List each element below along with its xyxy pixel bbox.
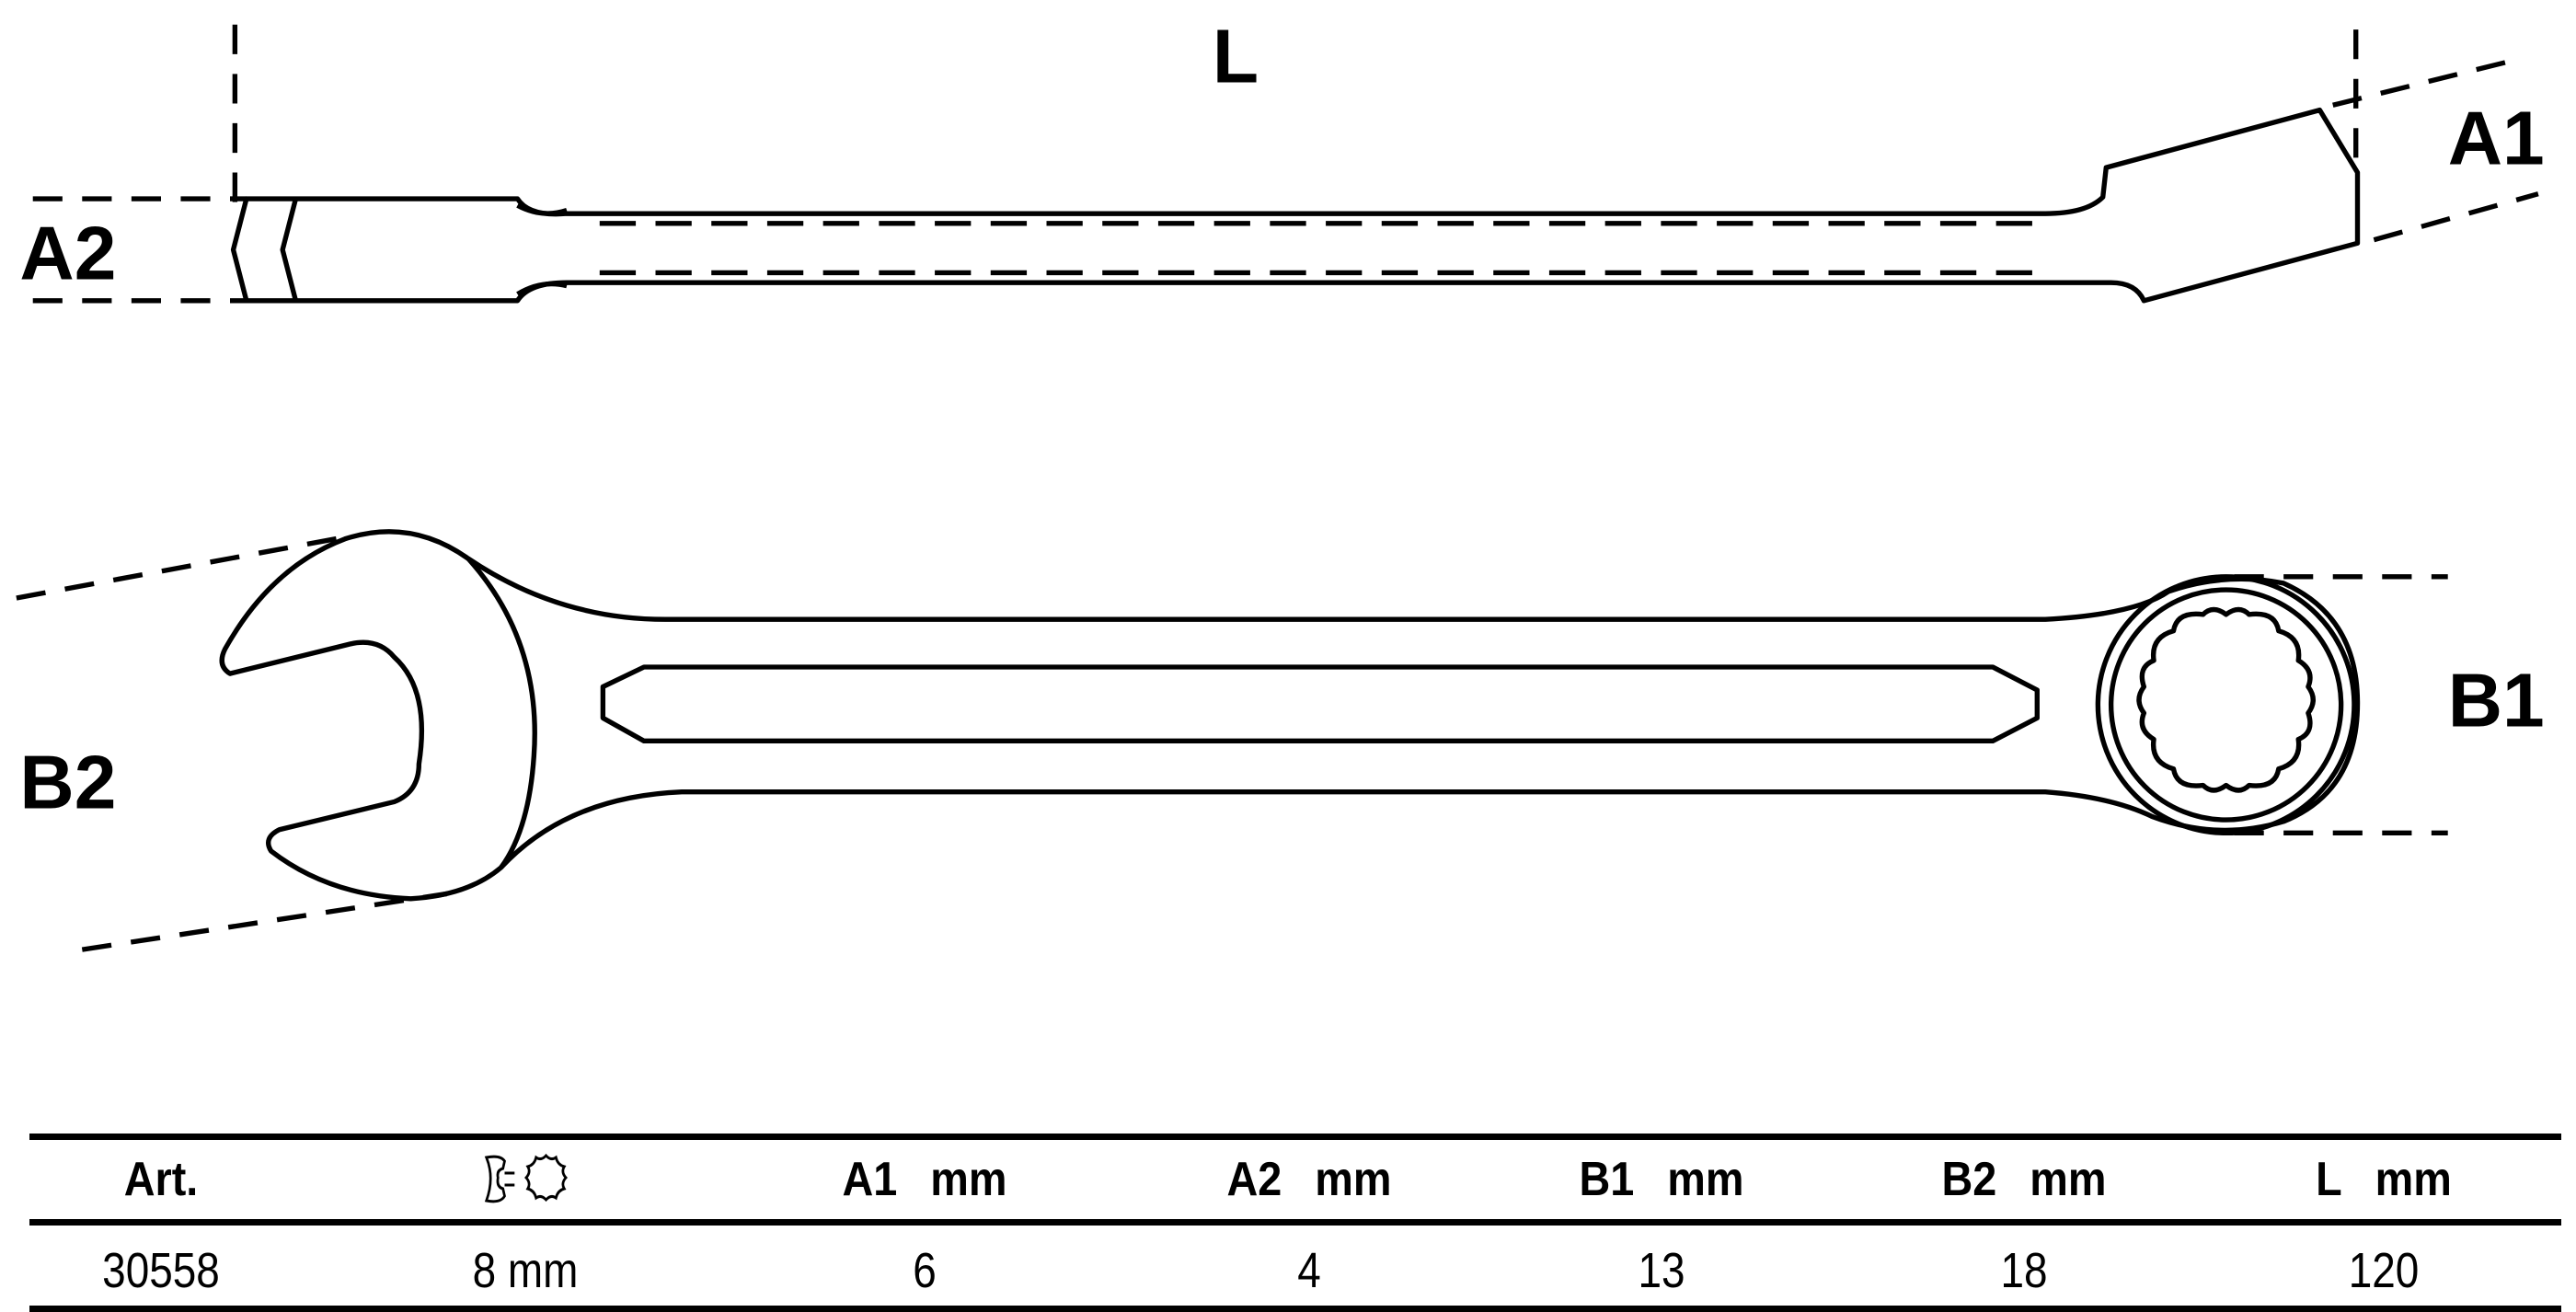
table-bottom-rule xyxy=(29,1306,2561,1312)
cell-a2: 4 xyxy=(1297,1243,1321,1298)
cell-b2: 18 xyxy=(2000,1243,2048,1298)
wrench-side-view xyxy=(230,107,2361,304)
open-end-and-ring-wrench-icon xyxy=(480,1150,571,1219)
header-a1: A1 mm xyxy=(842,1153,1007,1206)
cell-l: 120 xyxy=(2348,1243,2420,1298)
label-B2: B2 xyxy=(19,742,116,825)
dimension-lines-plan xyxy=(16,533,2448,952)
cell-art: 30558 xyxy=(102,1243,220,1298)
header-a2: A2 mm xyxy=(1226,1153,1392,1206)
header-art: Art. xyxy=(123,1153,199,1206)
label-A2: A2 xyxy=(19,213,116,296)
twelve-point-ring xyxy=(2136,606,2316,793)
header-b1: B1 mm xyxy=(1579,1153,1744,1206)
cell-size: 8 mm xyxy=(472,1243,579,1298)
label-B1: B1 xyxy=(2448,659,2545,742)
wrench-plan-view xyxy=(219,529,2361,902)
cell-b1: 13 xyxy=(1638,1243,1685,1298)
dimension-lines-side xyxy=(32,24,2539,304)
table-top-rule xyxy=(29,1134,2561,1140)
header-b2: B2 mm xyxy=(1941,1153,2107,1206)
cell-a1: 6 xyxy=(913,1243,937,1298)
label-A1: A1 xyxy=(2448,98,2545,181)
table-header-rule xyxy=(29,1219,2561,1226)
label-L: L xyxy=(1213,15,1259,98)
